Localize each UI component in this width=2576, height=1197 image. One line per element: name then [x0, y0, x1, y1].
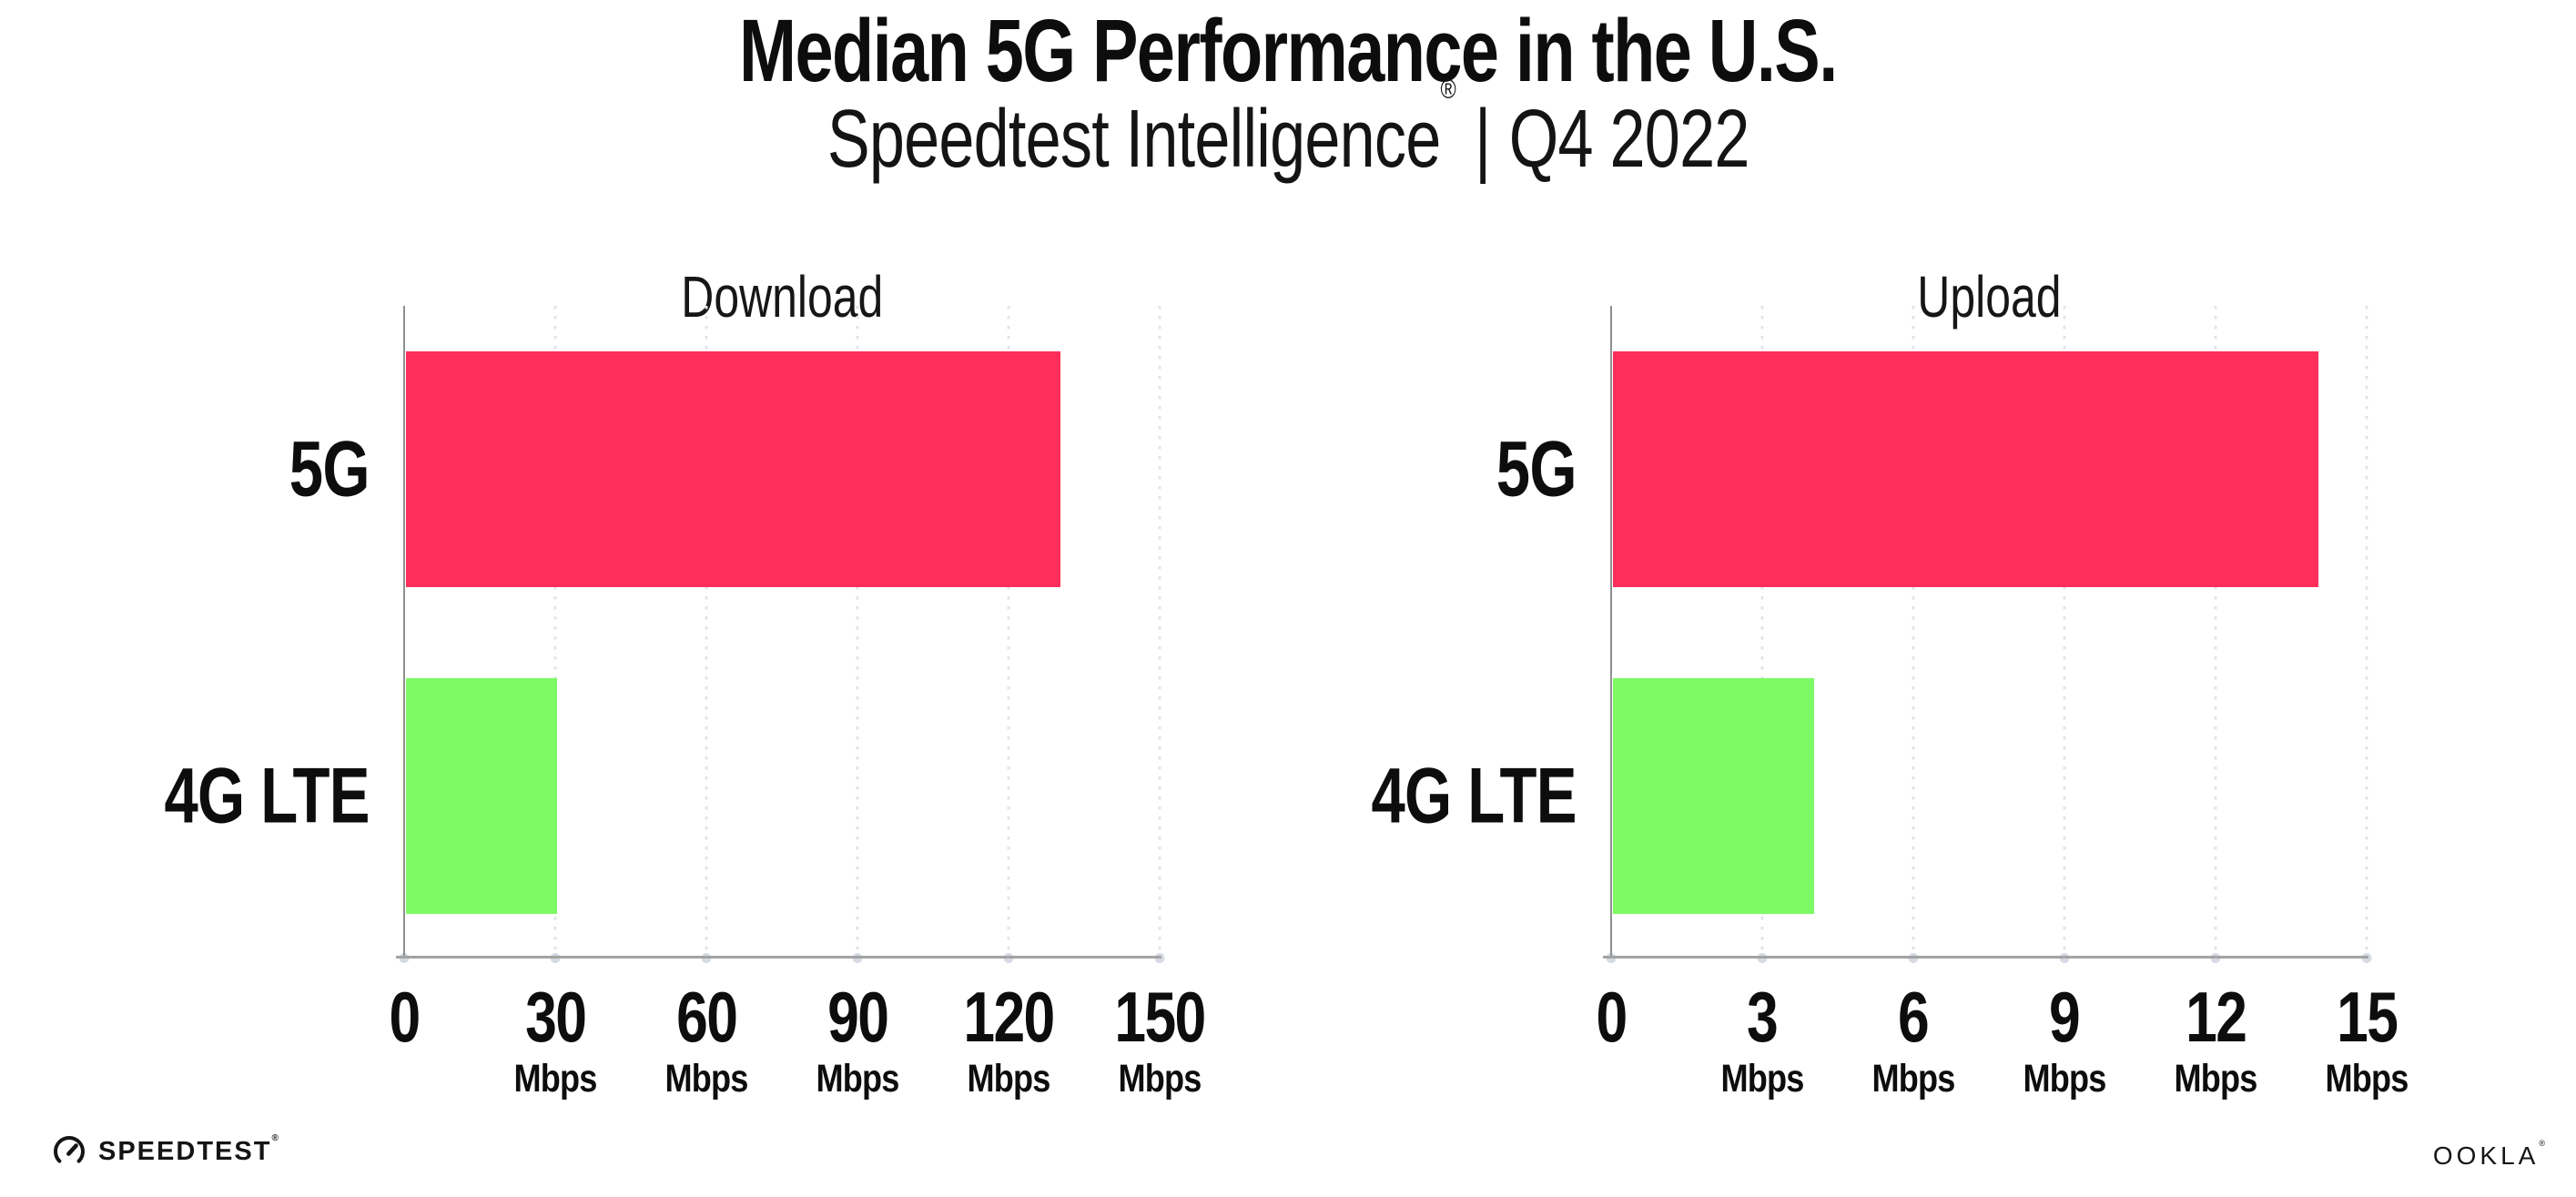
upload-chart-title: Upload — [1916, 264, 2062, 330]
x-tick: 150 Mbps — [1103, 981, 1216, 1099]
page-title-text: Median 5G Performance in the U.S. — [739, 1, 1838, 100]
upload-y-axis-line — [1610, 306, 1612, 959]
upload-category-label-4g-lte: 4G LTE — [1371, 752, 1577, 840]
download-chart-title: Download — [680, 264, 884, 330]
upload-chart: Upload 5G 4G LTE 0 3 Mbps 6 Mbps 9 Mbps 12 Mbps 1… — [1372, 215, 2409, 1098]
ookla-logo: OOKLA® — [2432, 1138, 2545, 1171]
speedtest-registered-mark: ® — [271, 1132, 280, 1143]
x-tick-unit: Mbps — [1118, 1057, 1202, 1101]
x-tick-unit: Mbps — [2023, 1057, 2107, 1101]
download-y-axis-line — [403, 306, 405, 959]
upload-bar-5g — [1613, 351, 2318, 587]
x-tick-value: 150 — [1114, 977, 1206, 1057]
x-tick-unit: Mbps — [513, 1057, 598, 1101]
upload-bar-4g-lte — [1613, 678, 1815, 914]
subtitle-period: Q4 2022 — [1508, 94, 1750, 185]
x-tick-value: 3 — [1747, 977, 1779, 1057]
x-tick: 12 Mbps — [2166, 981, 2265, 1099]
gridline — [1007, 306, 1010, 956]
x-tick: 9 Mbps — [2015, 981, 2114, 1099]
download-plot-area: 5G 4G LTE 0 30 Mbps 60 Mbps 90 Mbps 120 Mbps 150 M… — [165, 306, 1206, 1099]
speedtest-logo: SPEEDTEST® — [51, 1133, 280, 1170]
ookla-wordmark: OOKLA — [2432, 1141, 2540, 1170]
x-tick-value: 0 — [1596, 977, 1628, 1057]
x-tick-unit: Mbps — [664, 1057, 749, 1101]
x-tick-unit: Mbps — [2174, 1057, 2258, 1101]
gridline — [2365, 306, 2368, 956]
x-tick: 6 Mbps — [1864, 981, 1962, 1099]
download-category-label-5g: 5G — [289, 425, 370, 513]
x-tick: 0 — [1592, 981, 1629, 1052]
subtitle-brand: Speedtest Intelligence — [827, 94, 1441, 185]
gridline — [2214, 306, 2217, 956]
gridline — [1912, 306, 1915, 956]
download-bar-5g — [406, 351, 1061, 587]
x-tick-value: 30 — [524, 977, 587, 1057]
x-tick-value: 0 — [389, 977, 421, 1057]
page-title: Median 5G Performance in the U.S. — [0, 0, 2576, 102]
subtitle-divider: | — [1474, 94, 1491, 185]
x-tick-unit: Mbps — [816, 1057, 900, 1101]
upload-x-axis-line — [1603, 956, 2368, 959]
x-tick: 60 Mbps — [657, 981, 756, 1099]
x-tick-value: 12 — [2185, 977, 2247, 1057]
x-tick-unit: Mbps — [2325, 1057, 2409, 1101]
download-chart: Download 5G 4G LTE 0 30 Mbps 60 Mbps 90 Mbps 12… — [165, 215, 1206, 1098]
x-tick-value: 9 — [2049, 977, 2081, 1057]
gridline — [856, 306, 859, 956]
download-x-axis-line — [396, 956, 1161, 959]
download-bar-4g-lte — [406, 678, 557, 914]
speedtest-gauge-icon — [54, 1135, 85, 1163]
x-tick-value: 6 — [1898, 977, 1930, 1057]
x-tick-value: 120 — [963, 977, 1055, 1057]
upload-category-label-5g: 5G — [1496, 425, 1577, 513]
x-tick: 90 Mbps — [808, 981, 907, 1099]
x-tick: 30 Mbps — [506, 981, 604, 1099]
x-tick: 15 Mbps — [2317, 981, 2416, 1099]
registered-trademark-icon: ® — [1440, 75, 1456, 105]
upload-plot-area: 5G 4G LTE 0 3 Mbps 6 Mbps 9 Mbps 12 Mbps 15 Mbps — [1372, 306, 2409, 1099]
gridline — [553, 306, 557, 956]
speedtest-wordmark: SPEEDTEST® — [98, 1132, 280, 1166]
x-tick-unit: Mbps — [967, 1057, 1051, 1101]
ookla-registered-mark: ® — [2539, 1138, 2545, 1148]
download-category-label-4g-lte: 4G LTE — [164, 752, 370, 840]
x-tick-value: 90 — [827, 977, 889, 1057]
x-tick-unit: Mbps — [1720, 1057, 1805, 1101]
gridline — [705, 306, 708, 956]
gridline — [1760, 306, 1764, 956]
page-subtitle-text: Speedtest Intelligence® | Q4 2022 — [827, 75, 1750, 187]
x-tick-value: 60 — [675, 977, 738, 1057]
x-tick: 3 Mbps — [1713, 981, 1811, 1099]
page-subtitle: Speedtest Intelligence® | Q4 2022 — [0, 75, 2576, 187]
x-tick: 120 Mbps — [952, 981, 1065, 1099]
gridline — [1158, 306, 1161, 956]
gridline — [2063, 306, 2066, 956]
x-tick-unit: Mbps — [1871, 1057, 1956, 1101]
x-tick: 0 — [385, 981, 422, 1052]
x-tick-value: 15 — [2336, 977, 2399, 1057]
